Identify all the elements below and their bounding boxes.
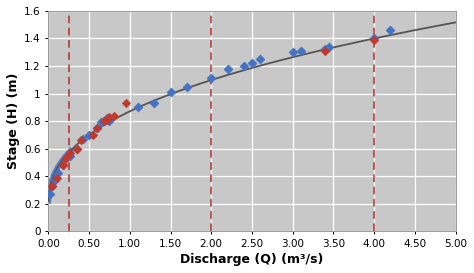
Point: [248, 61, 256, 66]
Point: [134, 105, 142, 109]
Point: [289, 50, 296, 54]
Point: [100, 119, 108, 123]
Point: [106, 115, 113, 119]
Point: [224, 67, 231, 71]
Y-axis label: Stage (H) (m): Stage (H) (m): [7, 73, 20, 169]
Point: [100, 119, 108, 123]
Point: [103, 118, 111, 122]
Point: [63, 156, 70, 161]
Point: [321, 49, 329, 53]
Point: [63, 156, 70, 161]
Point: [55, 171, 62, 176]
Point: [150, 101, 158, 105]
Point: [59, 163, 67, 167]
Point: [51, 178, 59, 182]
Point: [387, 28, 394, 32]
Point: [183, 84, 191, 89]
Point: [208, 76, 215, 81]
Point: [46, 192, 54, 196]
Point: [73, 146, 81, 151]
Point: [59, 163, 67, 167]
Point: [370, 36, 378, 41]
Point: [73, 146, 81, 151]
Point: [66, 153, 74, 158]
Point: [297, 49, 305, 53]
Point: [93, 126, 101, 130]
Point: [370, 38, 378, 42]
Point: [49, 184, 56, 188]
Point: [79, 137, 86, 141]
Point: [53, 175, 60, 180]
Point: [93, 126, 101, 130]
Point: [240, 64, 247, 68]
Point: [122, 101, 129, 105]
Point: [256, 57, 264, 61]
Point: [85, 133, 93, 137]
Point: [106, 119, 113, 123]
Point: [77, 138, 85, 143]
Point: [98, 120, 105, 125]
Point: [321, 47, 329, 52]
Point: [103, 116, 111, 120]
X-axis label: Discharge (Q) (m³/s): Discharge (Q) (m³/s): [180, 253, 324, 266]
Point: [66, 151, 74, 155]
Point: [167, 90, 174, 94]
Point: [326, 44, 333, 49]
Point: [110, 113, 118, 118]
Point: [90, 133, 97, 137]
Point: [49, 184, 56, 188]
